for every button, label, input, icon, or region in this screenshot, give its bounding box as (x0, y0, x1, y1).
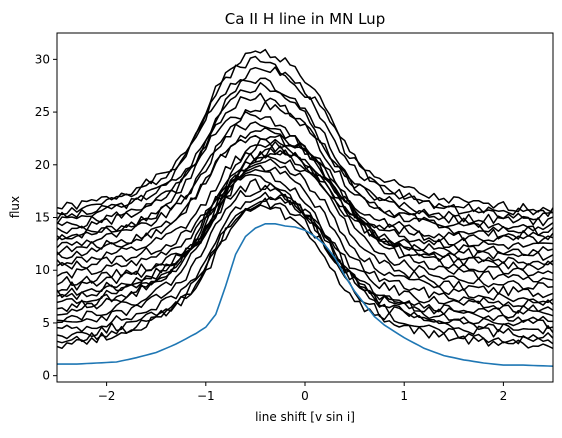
spectrum-line (56, 164, 554, 308)
spectrum-line (56, 81, 554, 232)
y-tick-label: 25 (35, 105, 50, 119)
y-axis: 0 5 10 15 20 25 30 (35, 52, 57, 383)
spectrum-line (56, 197, 554, 345)
spectrum-line (56, 141, 554, 287)
x-axis-label: line shift [v sin i] (255, 410, 355, 424)
spectrum-line (56, 55, 554, 218)
y-tick-label: 5 (42, 316, 50, 330)
spectrum-line (56, 154, 554, 299)
y-axis-label: flux (8, 196, 22, 218)
spectrum-line (56, 168, 554, 314)
x-axis: −2 −1 0 1 2 (98, 382, 507, 403)
x-tick-label: −2 (98, 389, 116, 403)
spectrum-line (56, 66, 554, 221)
spectrum-line (56, 149, 554, 271)
y-tick-label: 30 (35, 52, 50, 66)
spectrum-line (56, 100, 554, 241)
spectrum-line (56, 147, 554, 293)
x-tick-label: 2 (500, 389, 508, 403)
spectrum-line (56, 48, 554, 214)
spectrum-line (56, 77, 554, 227)
chart-title: Ca II H line in MN Lup (225, 10, 385, 28)
x-tick-label: 0 (301, 389, 309, 403)
x-tick-label: −1 (197, 389, 215, 403)
mean-spectrum-line (57, 223, 554, 367)
spectrum-line (56, 126, 554, 256)
spectrum-line (56, 143, 554, 267)
spectrum-line (56, 158, 554, 304)
spectrum-line (56, 191, 554, 335)
y-tick-label: 10 (35, 263, 50, 277)
y-tick-label: 20 (35, 158, 50, 172)
x-tick-label: 1 (400, 389, 408, 403)
plot-lines (56, 48, 554, 367)
spectrum-line (56, 196, 554, 340)
spectrum-line (56, 134, 554, 279)
y-tick-label: 0 (42, 369, 50, 383)
y-tick-label: 15 (35, 211, 50, 225)
spectrum-line (56, 134, 554, 261)
